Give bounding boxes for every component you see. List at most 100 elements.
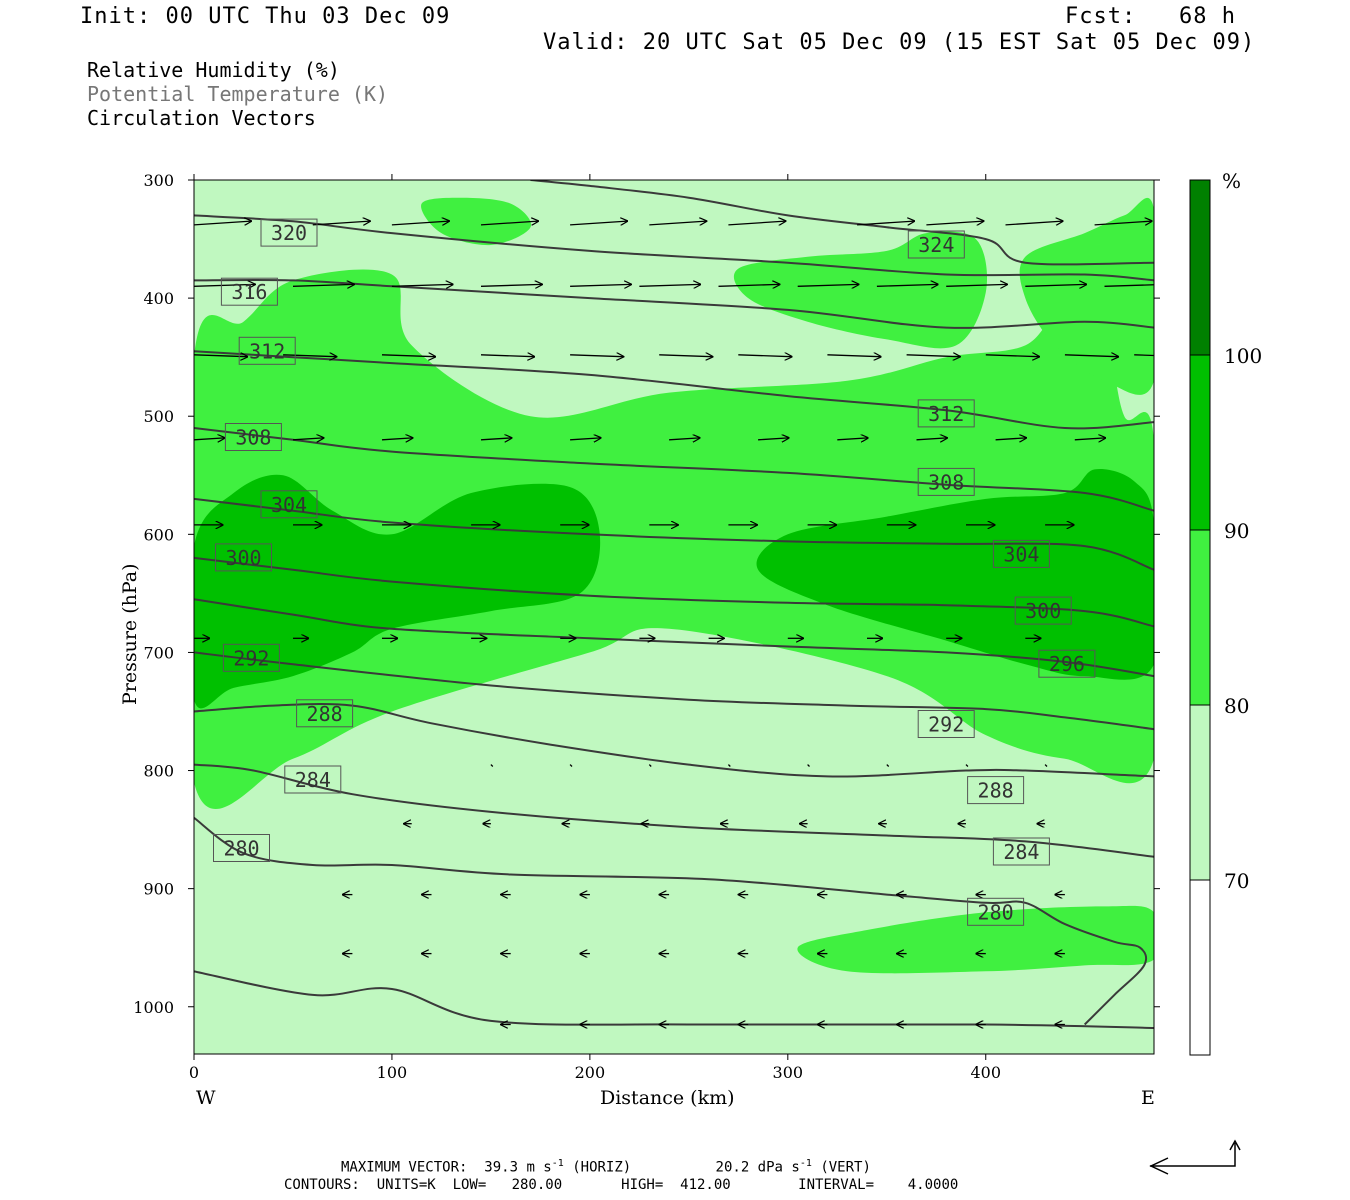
contour-label-7: 288 (307, 702, 343, 726)
vector-0 (194, 221, 251, 225)
vector-17 (718, 284, 780, 286)
colorbar-seg-0 (1190, 180, 1210, 355)
contour-line-3 (194, 651, 1154, 731)
vector-7 (857, 221, 914, 225)
y-tick-label-3: 600 (143, 525, 174, 544)
vector-32 (985, 355, 1039, 357)
colorbar-label-1: 90 (1224, 519, 1249, 543)
contour-line-8 (194, 350, 1154, 430)
contour-label-box-14 (1014, 596, 1072, 625)
exp-vert: -1 (799, 1158, 812, 1169)
forecast-hour: Fcst: 68 h (1065, 4, 1236, 29)
x-tick-label-1: 100 (377, 1063, 408, 1082)
vector-42 (837, 438, 867, 440)
rh-region-80-5 (797, 905, 1154, 974)
vector-10 (1094, 221, 1152, 225)
contour-label-box-1 (220, 277, 278, 306)
x-axis-label: Distance (km) (600, 1087, 735, 1109)
contour-label-18: 284 (1003, 840, 1039, 864)
vector-36 (292, 438, 323, 440)
contour-label-12: 308 (928, 470, 964, 494)
vector-41 (758, 438, 788, 440)
contour-label-6: 292 (233, 646, 269, 670)
contour-label-16: 292 (928, 713, 964, 737)
vert-suffix: (VERT) (820, 1159, 871, 1176)
vector-25 (381, 355, 435, 357)
contour-label-box-3 (224, 423, 282, 451)
vector-4 (570, 221, 627, 225)
contour-label-box-6 (222, 643, 280, 672)
reference-vector-arrow (1149, 1139, 1241, 1175)
y-tick-label-7: 1000 (133, 998, 174, 1017)
contour-label-layer: 320 316 312 308 304 300 292 288 284 280 324 312 308 3… (213, 218, 1096, 926)
vector-26 (480, 355, 534, 357)
vector-28 (659, 355, 712, 357)
valid-time: Valid: 20 UTC Sat 05 Dec 09 (15 EST Sat … (543, 30, 1256, 55)
contour-label-box-13 (992, 539, 1050, 568)
x-tick-label-2: 200 (575, 1063, 606, 1082)
contour-label-9: 280 (223, 837, 259, 861)
colorbar: 100 90 80 70 (1189, 179, 1262, 1056)
horiz-suffix: (HORIZ) (572, 1159, 632, 1176)
contour-line-6 (194, 497, 1154, 571)
contour-label-box-4 (260, 490, 318, 519)
vector-1 (312, 221, 370, 225)
vector-2 (391, 221, 449, 225)
vector-15 (570, 284, 631, 286)
contour-label-17: 288 (978, 779, 1014, 803)
y-axis-label: Pressure (hPa) (119, 563, 141, 705)
x-end-east: E (1141, 1087, 1155, 1109)
colorbar-seg-2 (1190, 530, 1210, 705)
y-tick-label-0: 300 (143, 171, 174, 190)
contour-label-14: 300 (1025, 599, 1061, 623)
vector-37 (381, 438, 412, 440)
colorbar-seg-3 (1190, 705, 1210, 880)
vector-72 (807, 764, 810, 767)
contour-label-4: 304 (271, 493, 307, 517)
contour-label-0: 320 (271, 221, 307, 245)
vector-38 (480, 438, 511, 440)
contour-label-box-12 (917, 467, 975, 496)
x-tick-label-4: 400 (970, 1063, 1001, 1082)
vector-75 (1044, 764, 1048, 767)
vector-73 (886, 764, 890, 767)
vector-31 (906, 355, 960, 357)
max-vector-label: MAXIMUM VECTOR: (341, 1159, 468, 1176)
rh-region-90-6 (194, 474, 601, 709)
y-tick-label-4: 700 (143, 643, 174, 662)
contour-label-1: 316 (231, 280, 267, 304)
colorbar-label-0: 100 (1224, 344, 1262, 368)
vector-8 (926, 221, 983, 225)
vector-18 (797, 284, 859, 286)
vector-12 (292, 284, 354, 286)
vector-74 (965, 764, 969, 767)
contour-label-box-8 (284, 765, 342, 794)
vector-40 (669, 438, 699, 440)
colorbar-label-2: 80 (1224, 694, 1249, 718)
vector-16 (639, 284, 700, 286)
rh-region-80-1 (194, 269, 1154, 809)
vector-45 (1074, 438, 1105, 440)
max-vector-line: MAXIMUM VECTOR: 39.3 m s-1 (HORIZ) 20.2 … (341, 1158, 871, 1176)
contour-label-19: 280 (978, 900, 1014, 924)
init-time: Init: 00 UTC Thu 03 Dec 09 (80, 4, 451, 29)
contour-line-5 (194, 556, 1154, 628)
contour-label-box-10 (907, 230, 965, 259)
contour-label-box-17 (967, 776, 1025, 805)
exp-horiz: -1 (551, 1158, 564, 1169)
y-tick-label-1: 400 (143, 289, 174, 308)
field-vectors-title: Circulation Vectors (87, 106, 316, 130)
rh-fill-layer (194, 180, 1154, 1054)
contours-info: CONTOURS: UNITS=K LOW= 280.00 HIGH= 412.… (284, 1177, 959, 1193)
colorbar-frame (1189, 179, 1211, 1056)
contour-label-box-7 (296, 699, 354, 728)
contour-label-box-16 (917, 710, 975, 738)
vector-68 (490, 764, 494, 767)
vector-21 (1025, 284, 1086, 286)
contour-label-box-9 (213, 834, 270, 862)
vector-5 (649, 221, 706, 225)
vector-39 (570, 438, 600, 440)
contour-line-9 (194, 278, 1154, 329)
axis-layer: 300 400 500 600 700 800 900 1000 0 100 200 300 400 (133, 171, 1160, 1082)
